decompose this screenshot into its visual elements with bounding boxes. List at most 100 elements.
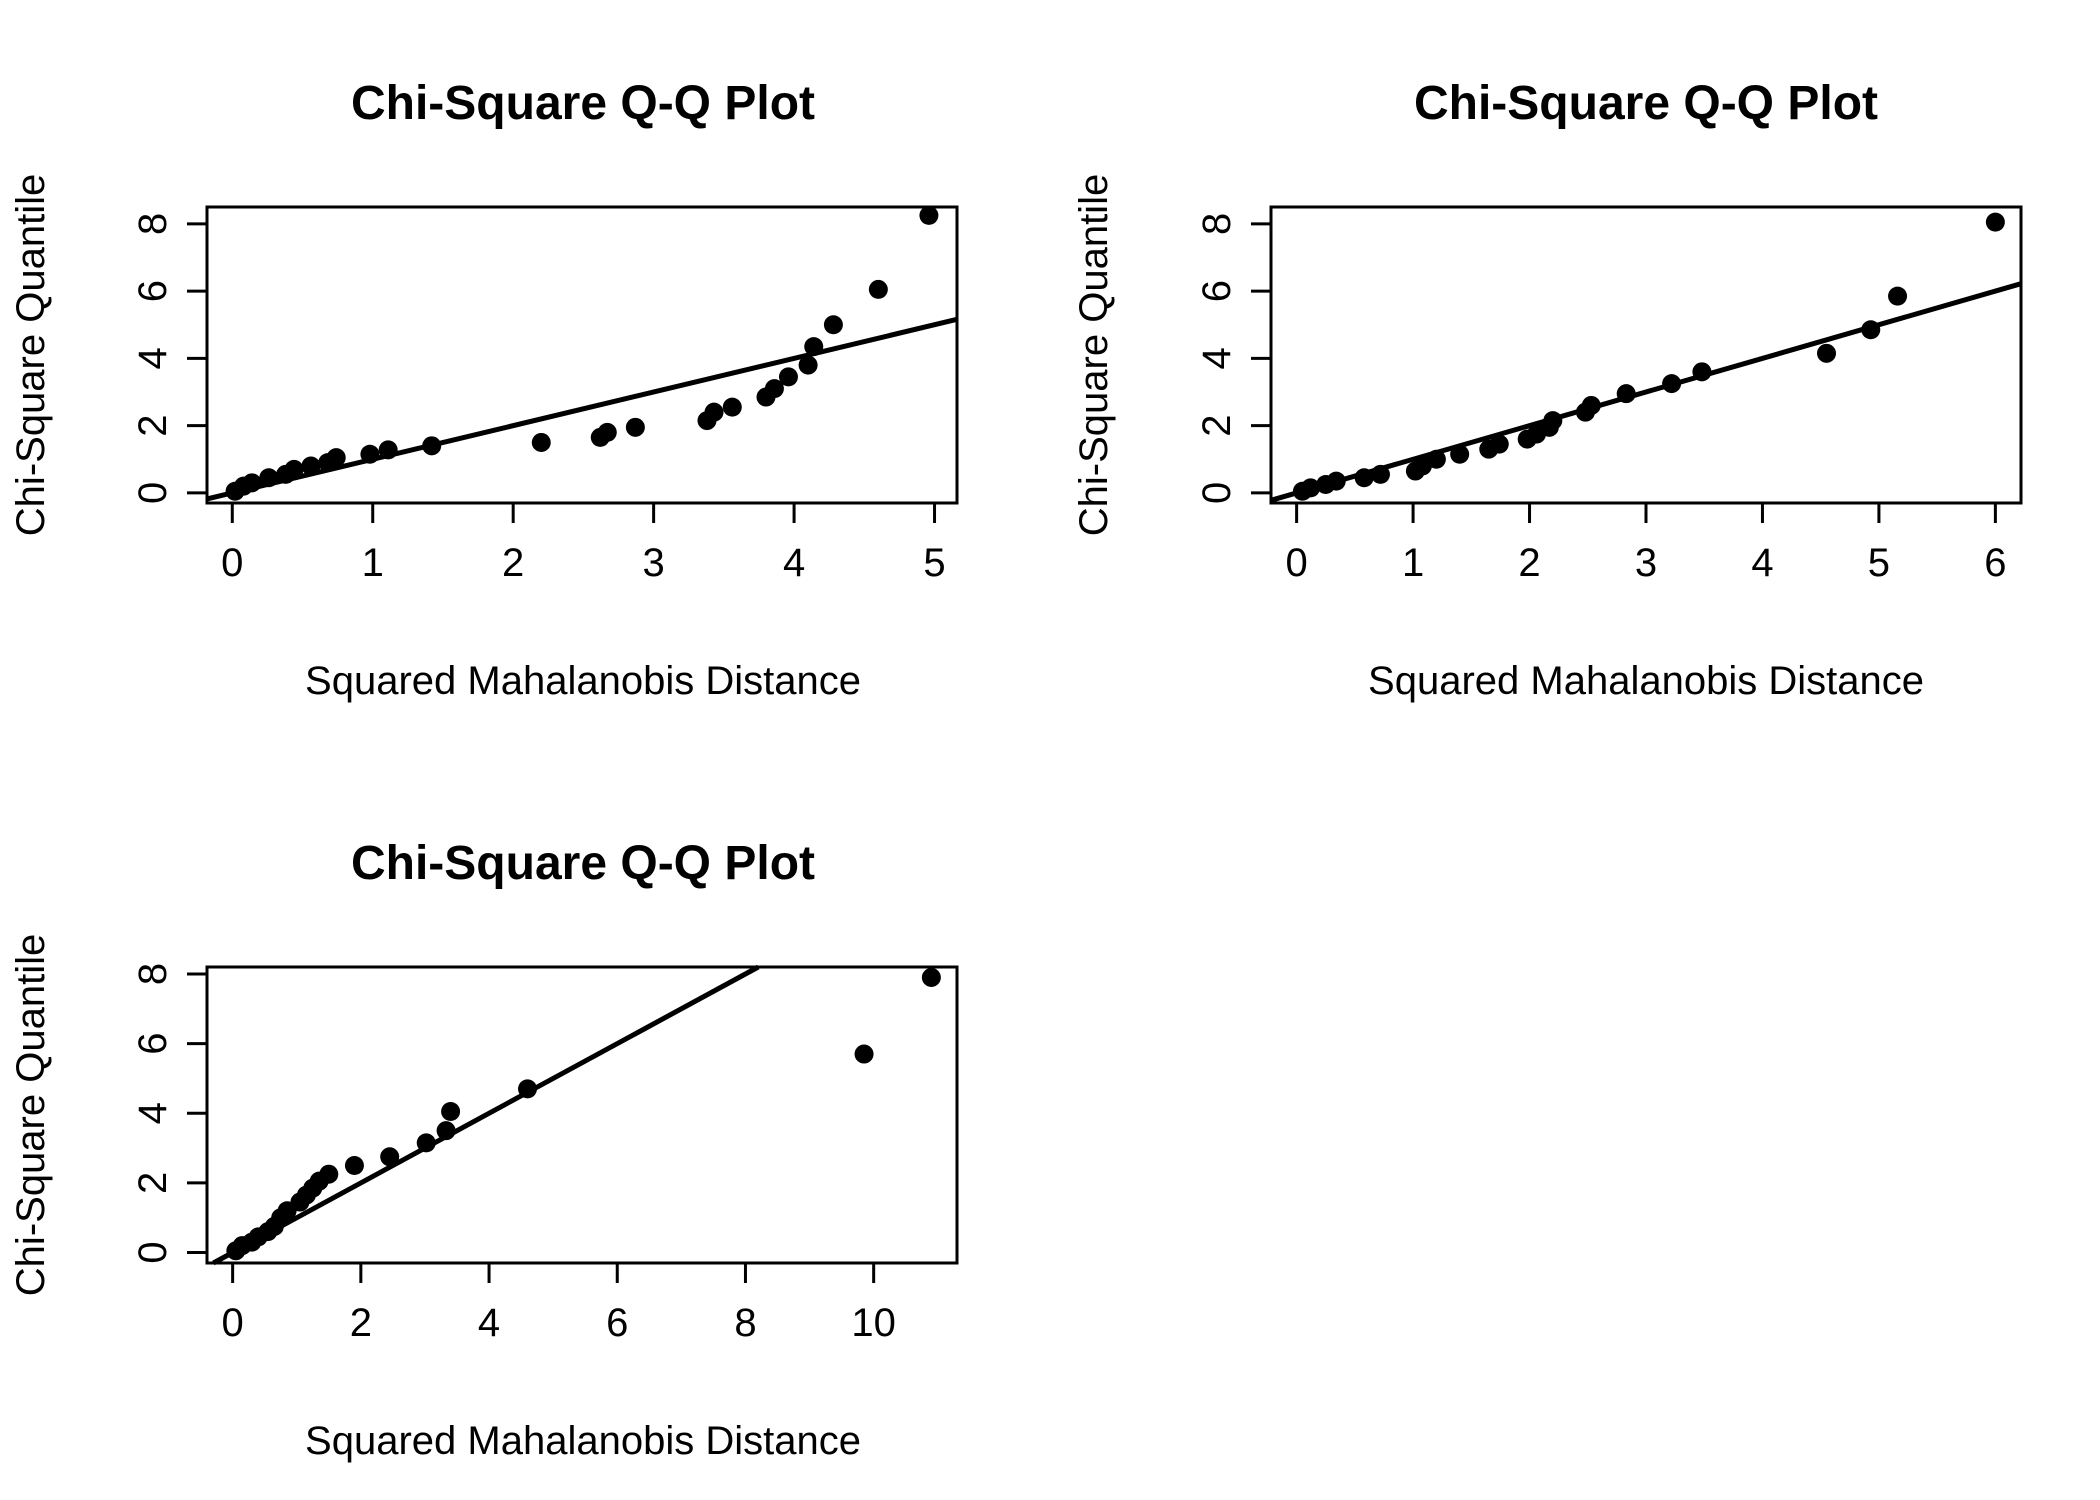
panel-1-x-tick-label: 4: [783, 541, 805, 585]
panel-1-point: [326, 448, 346, 468]
panel-3-point: [380, 1147, 400, 1167]
panel-1-point: [242, 473, 262, 493]
panel-2-point: [1861, 320, 1881, 340]
panel-1-x-ticks: 0 1 2 3 4 5: [221, 503, 946, 585]
panel-1-y-ticks: 0 2 4 6 8: [131, 213, 207, 504]
panel-2-point: [1581, 395, 1601, 415]
panel-2-point: [1543, 411, 1563, 431]
panel-3-y-tick-label: 2: [131, 1172, 175, 1194]
panel-1-point: [798, 355, 818, 375]
panel-2-reference-line-group: [1270, 281, 2022, 503]
panel-2-point: [1888, 286, 1908, 306]
panel-3-x-tick-label: 6: [606, 1301, 628, 1345]
panel-2-y-tick-label: 2: [1195, 415, 1239, 437]
panel-2-x-ticks: 0 1 2 3 4 5 6: [1285, 503, 2007, 585]
panel-2-x-tick-label: 2: [1518, 541, 1540, 585]
panel-2-points: [1292, 212, 2005, 501]
panel-1-x-tick-label: 1: [362, 541, 384, 585]
panel-1-point: [284, 459, 304, 479]
panel-1-xlabel: Squared Mahalanobis Distance: [305, 659, 861, 703]
panel-1-points: [225, 205, 939, 501]
panel-3-frame: [205, 965, 959, 1265]
panel-1-point: [778, 367, 798, 387]
panel-3-point: [436, 1121, 456, 1141]
panel-1-y-tick-label: 0: [131, 482, 175, 504]
panel-1-y-tick-label: 6: [131, 280, 175, 302]
panel-1-x-tick-label: 5: [923, 541, 945, 585]
panel-2-reference-line: [1270, 281, 2022, 503]
panel-2-point: [1370, 464, 1390, 484]
panel-1-title: Chi-Square Q-Q Plot: [351, 77, 815, 130]
panel-1-point: [868, 279, 888, 299]
panel-3-y-tick-label: 8: [131, 963, 175, 985]
panel-3-points: [226, 967, 941, 1261]
panel-3-ylabel: Chi-Square Quantile: [9, 934, 53, 1296]
panel-2-y-tick-label: 6: [1195, 280, 1239, 302]
panel-2-x-tick-label: 5: [1868, 541, 1890, 585]
panel-2-frame: [1269, 205, 2023, 505]
panel-1-point: [259, 468, 279, 488]
panel-2-point: [1354, 468, 1374, 488]
panel-3-reference-line-group: [212, 964, 760, 1266]
panel-1-y-tick-label: 8: [131, 213, 175, 235]
panel-2: Chi-Square Q-Q Plot Squared Mahalanobis …: [1072, 77, 2023, 703]
panel-1-point: [704, 402, 724, 422]
panel-2-point: [1692, 362, 1712, 382]
panel-1: Chi-Square Q-Q Plot Squared Mahalanobis …: [9, 77, 959, 703]
panel-3-reference-line: [212, 964, 760, 1266]
panel-2-point: [1326, 471, 1346, 491]
panel-3-y-ticks: 0 2 4 6 8: [131, 963, 207, 1264]
panel-3-x-tick-label: 10: [851, 1301, 896, 1345]
panel-3-x-ticks: 0 2 4 6 8 10: [222, 1263, 896, 1345]
panel-2-point: [1985, 212, 2005, 232]
panel-3-point: [921, 967, 941, 987]
panel-3-y-tick-label: 4: [131, 1102, 175, 1124]
panel-2-x-tick-label: 4: [1751, 541, 1773, 585]
panel-2-point: [1817, 343, 1837, 363]
panel-2-y-ticks: 0 2 4 6 8: [1195, 213, 1271, 504]
panel-3-y-tick-label: 6: [131, 1032, 175, 1054]
panel-3-x-tick-label: 4: [478, 1301, 500, 1345]
panel-2-y-tick-label: 4: [1195, 347, 1239, 369]
panel-2-y-tick-label: 8: [1195, 213, 1239, 235]
panel-2-x-tick-label: 1: [1402, 541, 1424, 585]
panel-1-ylabel: Chi-Square Quantile: [9, 174, 53, 536]
panel-1-point: [597, 422, 617, 442]
panel-2-ylabel: Chi-Square Quantile: [1072, 174, 1116, 536]
panel-3-point: [518, 1079, 538, 1099]
panel-3-x-tick-label: 0: [222, 1301, 244, 1345]
panel-3-point: [344, 1155, 364, 1175]
panel-1-point: [764, 379, 784, 399]
panel-3-point: [319, 1164, 339, 1184]
panel-1-x-tick-label: 3: [643, 541, 665, 585]
panel-2-point: [1616, 384, 1636, 404]
panel-2-xlabel: Squared Mahalanobis Distance: [1368, 659, 1924, 703]
panel-1-frame: [205, 205, 959, 505]
panel-3-x-tick-label: 8: [734, 1301, 756, 1345]
panel-1-point: [378, 440, 398, 460]
panel-3-title: Chi-Square Q-Q Plot: [351, 837, 815, 890]
panel-1-reference-line: [206, 316, 958, 502]
panel-1-reference-line-group: [206, 316, 958, 502]
panel-3-xlabel: Squared Mahalanobis Distance: [305, 1419, 861, 1463]
panel-1-point: [360, 444, 380, 464]
panel-2-point: [1662, 374, 1682, 394]
panel-2-y-tick-label: 0: [1195, 482, 1239, 504]
panel-2-x-tick-label: 6: [1984, 541, 2006, 585]
panel-2-title: Chi-Square Q-Q Plot: [1414, 77, 1878, 130]
panel-1-point: [625, 417, 645, 437]
panel-2-point: [1426, 449, 1446, 469]
panel-3-point: [441, 1102, 461, 1122]
panel-1-point: [301, 456, 321, 476]
panel-1-point: [823, 315, 843, 335]
panel-2-point: [1450, 444, 1470, 464]
panel-3-x-tick-label: 2: [350, 1301, 372, 1345]
panel-1-point: [422, 436, 442, 456]
panel-1-x-tick-label: 0: [221, 541, 243, 585]
panel-2-point: [1301, 478, 1321, 498]
panel-3-point: [416, 1133, 436, 1153]
panel-1-y-tick-label: 4: [131, 347, 175, 369]
panel-1-y-tick-label: 2: [131, 415, 175, 437]
panel-3-point: [854, 1044, 874, 1064]
